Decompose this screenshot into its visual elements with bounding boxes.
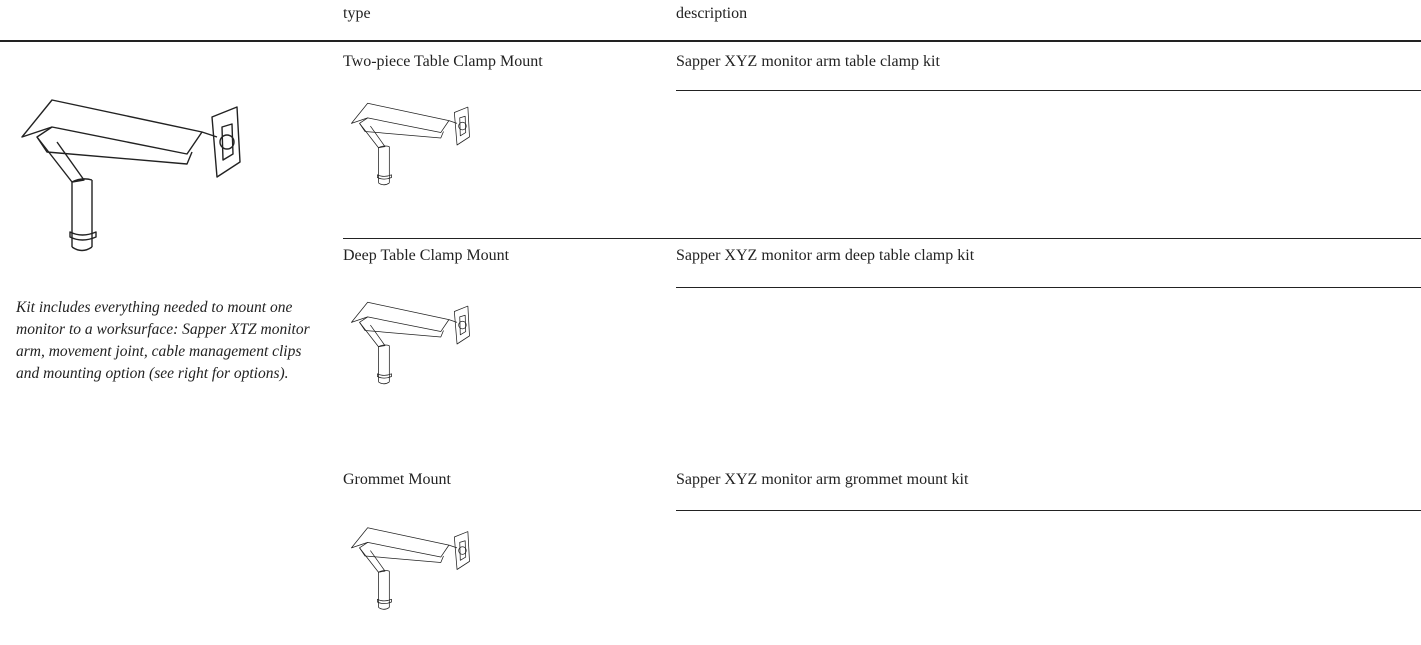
caption: Kit includes everything needed to mount …	[16, 299, 310, 382]
row-rule	[676, 510, 1421, 511]
row-description: Sapper XYZ monitor arm deep table clamp …	[676, 247, 975, 264]
product-image	[346, 280, 476, 408]
header-rule	[0, 40, 1421, 42]
row-type: Two-piece Table Clamp Mount	[343, 53, 543, 70]
row-rule	[676, 287, 1421, 288]
row-rule	[676, 90, 1421, 91]
row-description: Sapper XYZ monitor arm table clamp kit	[676, 53, 940, 70]
row-type: Deep Table Clamp Mount	[343, 247, 510, 264]
header-type: type	[343, 5, 371, 22]
row-description: Sapper XYZ monitor arm grommet mount kit	[676, 471, 969, 488]
product-image	[346, 502, 476, 637]
header-description: description	[676, 5, 748, 22]
arm-illustration	[12, 82, 252, 272]
row-rule	[343, 238, 1421, 239]
row-type: Grommet Mount	[343, 471, 451, 488]
product-image	[346, 84, 476, 206]
